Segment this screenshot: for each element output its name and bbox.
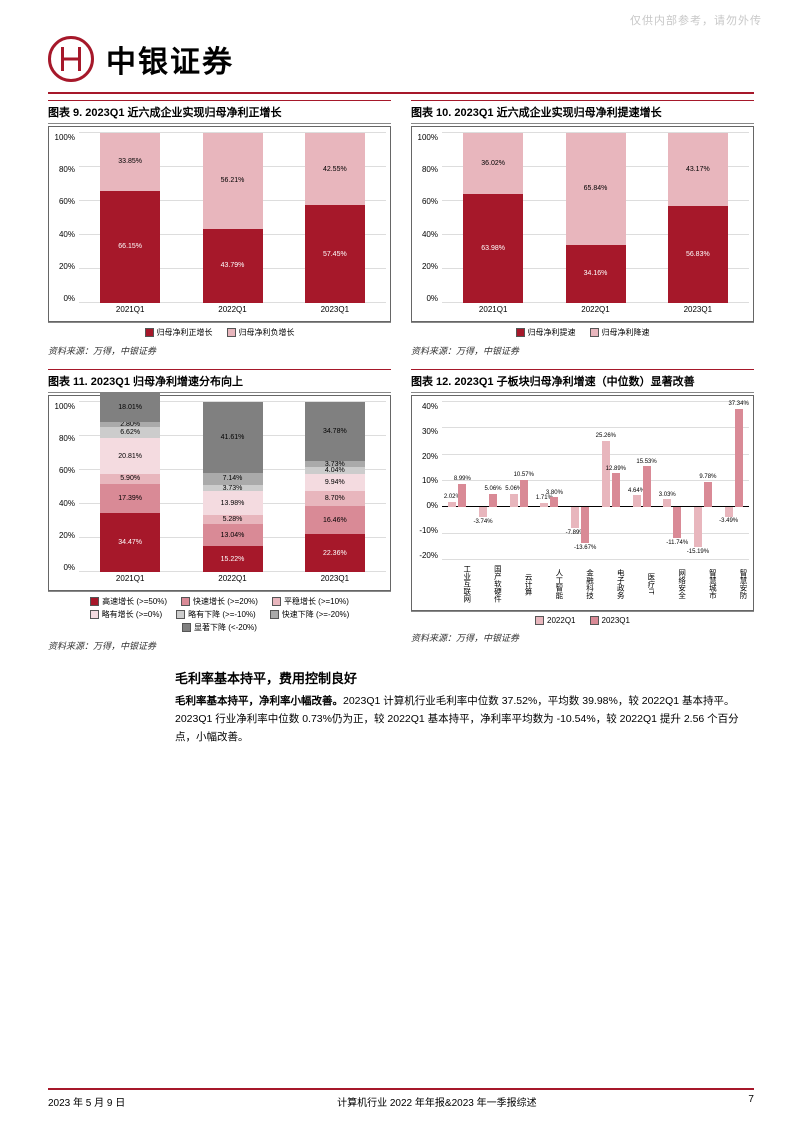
legend-item: 归母净利提速 <box>516 327 576 338</box>
chart-10: 图表 10. 2023Q1 近六成企业实现归母净利提速增长 0%20%40%60… <box>411 100 754 363</box>
chart-9-title: 图表 9. 2023Q1 近六成企业实现归母净利正增长 <box>48 100 391 124</box>
legend-item: 显著下降 (<-20%) <box>182 622 257 633</box>
legend-item: 快速下降 (>=-20%) <box>270 609 350 620</box>
chart-11-title: 图表 11. 2023Q1 归母净利增速分布向上 <box>48 369 391 393</box>
footer-title: 计算机行业 2022 年年报&2023 年一季报综述 <box>337 1094 537 1109</box>
chart-10-source: 资料来源：万得，中银证券 <box>411 342 754 363</box>
legend-item: 归母净利降速 <box>590 327 650 338</box>
chart-9: 图表 9. 2023Q1 近六成企业实现归母净利正增长 0%20%40%60%8… <box>48 100 391 363</box>
legend-item: 归母净利负增长 <box>227 327 295 338</box>
charts-grid: 图表 9. 2023Q1 近六成企业实现归母净利正增长 0%20%40%60%8… <box>0 100 802 658</box>
legend-item: 2023Q1 <box>590 616 630 625</box>
chart-10-title: 图表 10. 2023Q1 近六成企业实现归母净利提速增长 <box>411 100 754 124</box>
chart-12: 图表 12. 2023Q1 子板块归母净利增速（中位数）显著改善 -20%-10… <box>411 369 754 658</box>
body-heading: 毛利率基本持平，费用控制良好 <box>175 668 754 687</box>
chart-9-source: 资料来源：万得，中银证券 <box>48 342 391 363</box>
watermark: 仅供内部参考，请勿外传 <box>630 12 762 28</box>
legend-item: 2022Q1 <box>535 616 575 625</box>
footer: 2023 年 5 月 9 日 计算机行业 2022 年年报&2023 年一季报综… <box>48 1088 754 1109</box>
chart-11: 图表 11. 2023Q1 归母净利增速分布向上 0%20%40%60%80%1… <box>48 369 391 658</box>
legend-item: 平稳增长 (>=10%) <box>272 596 349 607</box>
footer-date: 2023 年 5 月 9 日 <box>48 1094 125 1109</box>
footer-page: 7 <box>748 1094 754 1109</box>
header-divider <box>48 92 754 94</box>
chart-12-title: 图表 12. 2023Q1 子板块归母净利增速（中位数）显著改善 <box>411 369 754 393</box>
legend-item: 归母净利正增长 <box>145 327 213 338</box>
chart-11-source: 资料来源：万得，中银证券 <box>48 637 391 658</box>
legend-item: 略有增长 (>=0%) <box>90 609 162 620</box>
body-para: 毛利率基本持平，净利率小幅改善。2023Q1 计算机行业毛利率中位数 37.52… <box>175 693 754 747</box>
logo-icon <box>48 36 94 82</box>
legend-item: 快速增长 (>=20%) <box>181 596 258 607</box>
legend-item: 高速增长 (>=50%) <box>90 596 167 607</box>
chart-12-source: 资料来源：万得，中银证券 <box>411 629 754 650</box>
brand-name: 中银证券 <box>106 37 234 81</box>
legend-item: 略有下降 (>=-10%) <box>176 609 256 620</box>
body-text: 毛利率基本持平，费用控制良好 毛利率基本持平，净利率小幅改善。2023Q1 计算… <box>0 658 802 747</box>
